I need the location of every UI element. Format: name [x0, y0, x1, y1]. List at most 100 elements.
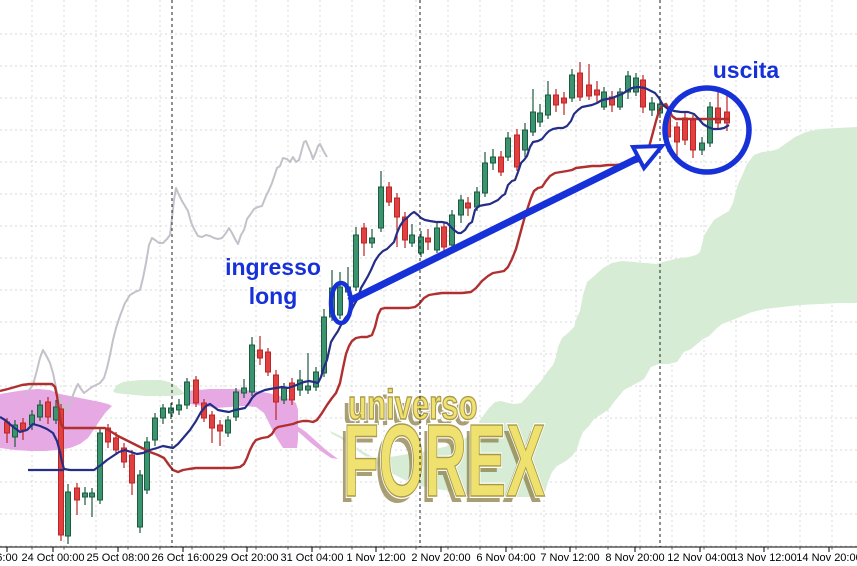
- kijun-red-line: [0, 102, 729, 474]
- period-separators: [171, 0, 661, 547]
- candle-bull: [530, 89, 536, 136]
- candle-bear: [441, 222, 447, 251]
- candle-bear: [394, 193, 400, 247]
- candle-bear: [594, 81, 600, 102]
- candle-bear: [361, 223, 367, 256]
- candle-bear: [715, 91, 721, 130]
- entry-label-line1: ingresso: [225, 254, 321, 280]
- time-axis-label: 2 Nov 20:00: [411, 552, 470, 564]
- exit-label: uscita: [713, 57, 780, 83]
- candle-bull: [305, 353, 311, 394]
- entry-ellipse: [328, 280, 354, 326]
- candle-bear: [402, 212, 408, 248]
- time-axis-label: 29 Oct 20:00: [216, 552, 279, 564]
- trend-arrow-shaft: [347, 154, 640, 305]
- candle-bear: [209, 411, 215, 443]
- candle-bull: [569, 69, 575, 102]
- tenkan-navy-line: [0, 85, 730, 472]
- candle-bull: [617, 88, 623, 110]
- candle-bear: [724, 92, 730, 131]
- candle-bull: [458, 195, 464, 223]
- svg-text:universo: universo: [343, 387, 473, 434]
- candle-bull: [545, 81, 551, 119]
- candle-bear: [386, 182, 392, 206]
- trade-annotations: ingresso long uscita: [225, 57, 780, 326]
- candle-bull: [378, 171, 384, 232]
- candle-bear: [586, 64, 592, 100]
- candle-bull: [625, 71, 631, 99]
- candle-bull: [152, 413, 158, 446]
- cloud-pink_mid: [184, 389, 298, 448]
- candle-bull: [649, 97, 655, 116]
- candle-bull: [490, 149, 496, 170]
- candle-bull: [409, 224, 415, 247]
- candle-bull: [65, 484, 71, 544]
- candle-bull: [89, 488, 95, 517]
- candle-bull: [707, 102, 713, 147]
- cloud-pink_sliver: [294, 424, 338, 459]
- candle-bull: [160, 404, 166, 424]
- candle-bear: [289, 378, 295, 405]
- svg-text:FOREX: FOREX: [343, 403, 545, 518]
- candle-bear: [129, 450, 135, 495]
- candle-bull: [37, 400, 43, 421]
- time-axis-label: 31 Oct 04:00: [281, 552, 344, 564]
- candle-bear: [257, 336, 263, 365]
- candle-bear: [640, 75, 646, 113]
- candle-bear: [561, 92, 567, 115]
- candle-bear: [514, 129, 520, 171]
- candle-bear: [425, 229, 431, 250]
- candle-bull: [633, 73, 639, 96]
- candle-bull: [369, 229, 375, 248]
- time-axis-label: 12 Nov 04:00: [667, 552, 732, 564]
- time-axis-label: 25 Oct 08:00: [87, 552, 150, 564]
- candle-bear: [553, 89, 559, 112]
- time-axis-label: 26 Oct 16:00: [152, 552, 215, 564]
- trend-arrow-head: [629, 143, 667, 172]
- candle-bear: [465, 197, 471, 216]
- candle-bull: [505, 132, 511, 161]
- candle-bull: [184, 378, 190, 409]
- time-axis-label: 6:00: [0, 552, 18, 564]
- candle-bull: [249, 337, 255, 396]
- candle-bull: [699, 137, 705, 155]
- time-axis-label: 13 Nov 12:00: [731, 552, 796, 564]
- candle-bull: [418, 231, 424, 257]
- candle-bull: [168, 403, 174, 419]
- candle-bull: [241, 379, 247, 398]
- candle-bull: [137, 470, 143, 533]
- candle-bear: [121, 443, 127, 468]
- candle-bear: [74, 483, 80, 515]
- candle-bull: [82, 487, 88, 505]
- cloud-green_left: [113, 380, 185, 396]
- time-axis-label: 1 Nov 12:00: [346, 552, 405, 564]
- candle-bull: [337, 272, 343, 319]
- time-axis-label: 8 Nov 20:00: [605, 552, 664, 564]
- candle-bull: [176, 399, 182, 415]
- chikou-gray-line: [25, 140, 328, 412]
- candle-bull: [434, 223, 440, 253]
- candle-bear: [265, 348, 271, 376]
- time-axis-label: 7 Nov 12:00: [540, 552, 599, 564]
- svg-text:universo: universo: [348, 381, 478, 428]
- candle-bear: [45, 397, 51, 424]
- candle-bear: [193, 376, 199, 407]
- candle-bear: [577, 62, 583, 101]
- candle-bear: [105, 424, 111, 448]
- candle-bull: [482, 152, 488, 197]
- svg-text:FOREX: FOREX: [339, 409, 541, 524]
- exit-circle: [662, 85, 752, 175]
- candle-bull: [144, 437, 150, 494]
- candle-bull: [225, 416, 231, 437]
- candle-bull: [537, 104, 543, 127]
- candle-bear: [58, 404, 64, 541]
- entry-label-line2: long: [249, 283, 298, 309]
- svg-text:FOREX: FOREX: [343, 403, 545, 518]
- candle-bear: [674, 122, 680, 160]
- time-axis-label: 6 Nov 04:00: [476, 552, 535, 564]
